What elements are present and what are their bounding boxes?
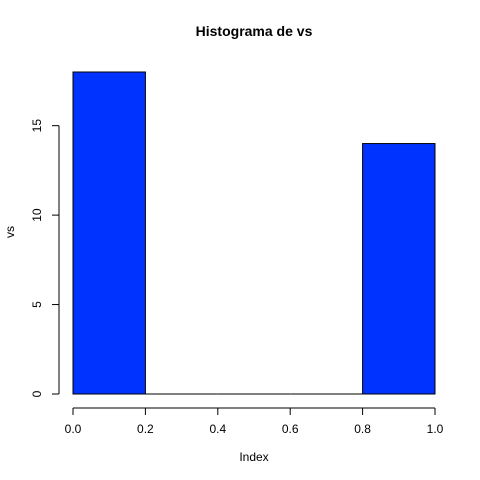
x-tick-label: 1.0	[427, 422, 444, 436]
x-tick-label: 0.6	[282, 422, 299, 436]
x-axis: 0.0 0.2 0.4 0.6 0.8 1.0	[65, 407, 444, 436]
x-tick-label: 0.2	[137, 422, 154, 436]
chart-title: Histograma de vs	[196, 23, 313, 39]
y-tick-label: 15	[30, 119, 44, 133]
x-tick-label: 0.8	[354, 422, 371, 436]
x-tick-label: 0.0	[65, 422, 82, 436]
y-axis: 0 5 10 15	[30, 119, 60, 397]
histogram-bar	[72, 71, 146, 395]
x-axis-label: Index	[239, 450, 268, 464]
y-tick-label: 0	[30, 390, 44, 397]
histogram-bar	[362, 143, 436, 395]
bars-group	[72, 71, 436, 395]
y-tick-label: 5	[30, 301, 44, 308]
y-axis-label: vs	[3, 226, 17, 238]
y-tick-label: 10	[30, 208, 44, 222]
x-tick-label: 0.4	[209, 422, 226, 436]
